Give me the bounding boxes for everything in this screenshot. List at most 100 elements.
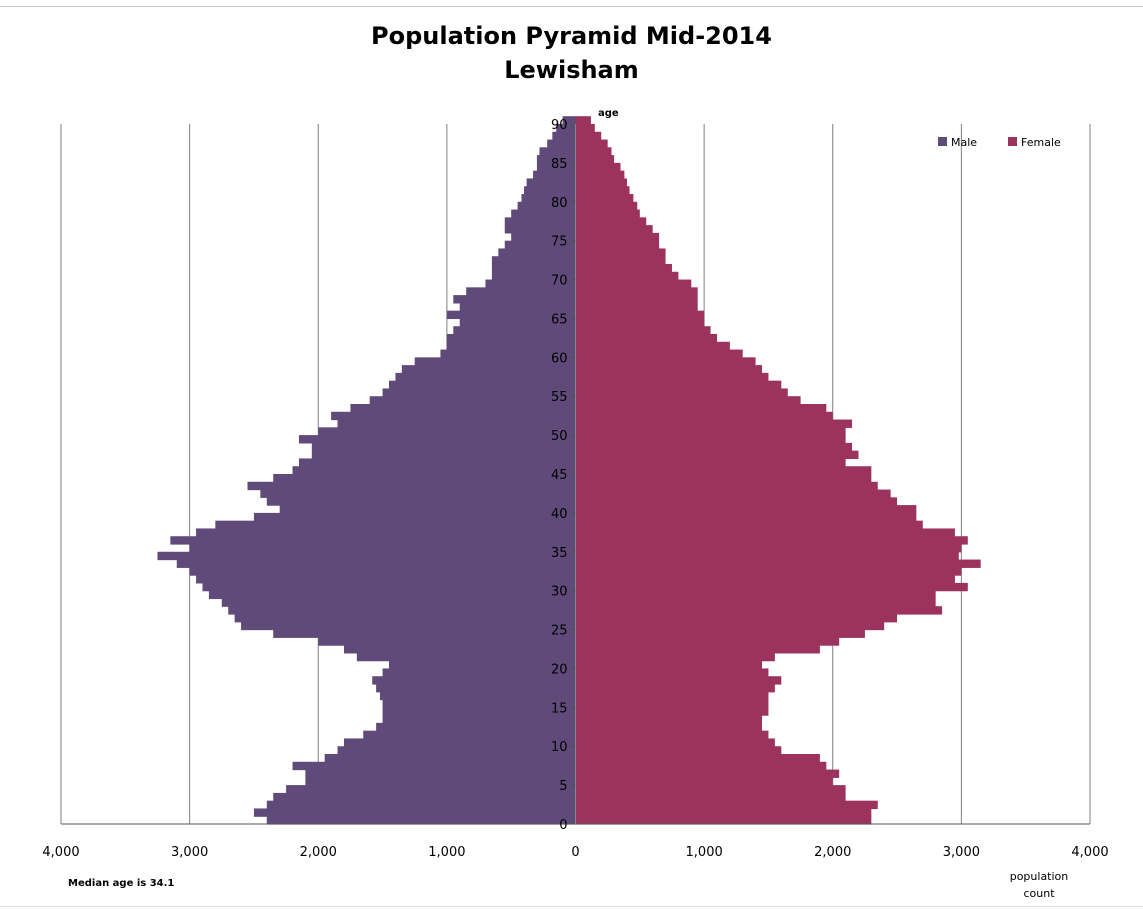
male-bar: [382, 707, 576, 716]
female-bar: [575, 676, 782, 685]
male-bar: [279, 505, 576, 514]
female-bar: [575, 474, 872, 483]
female-bar: [575, 170, 625, 180]
female-bar: [575, 754, 820, 763]
male-bar: [292, 466, 576, 475]
male-bar: [311, 450, 576, 460]
male-bar: [215, 520, 576, 530]
male-bar: [234, 614, 576, 623]
female-bar: [575, 816, 872, 825]
male-bar: [337, 419, 576, 428]
female-bar: [575, 334, 717, 343]
female-bar: [575, 637, 840, 646]
y-tick-label: 35: [551, 546, 568, 561]
female-bar: [575, 738, 775, 747]
male-bar: [189, 544, 576, 553]
female-bar: [575, 162, 621, 172]
male-bar: [547, 139, 576, 148]
female-bar: [575, 536, 968, 545]
female-bar: [575, 194, 634, 203]
male-bar: [343, 738, 576, 747]
male-bar: [273, 629, 576, 638]
female-bar: [575, 497, 898, 506]
male-bar: [337, 746, 576, 755]
female-bar: [575, 186, 630, 195]
y-tick-label: 10: [551, 740, 568, 755]
female-bar: [575, 201, 638, 211]
female-bar: [575, 279, 692, 288]
y-tick-label: 55: [551, 390, 568, 405]
female-bar: [575, 365, 763, 374]
female-bar: [575, 792, 846, 802]
male-bar: [526, 178, 576, 187]
female-bar: [575, 411, 833, 421]
male-bar: [401, 365, 576, 374]
male-bar: [286, 785, 576, 794]
male-bar: [498, 248, 576, 257]
female-bar: [575, 458, 846, 467]
y-tick-label: 80: [551, 196, 568, 211]
male-bar: [552, 131, 576, 141]
male-bar: [318, 637, 576, 646]
chart-subtitle: Lewisham: [504, 56, 639, 84]
female-bar: [575, 349, 743, 358]
y-tick-label: 30: [551, 585, 568, 600]
top-rule: [0, 6, 1143, 7]
male-bar: [382, 715, 576, 724]
female-bar: [575, 217, 647, 226]
male-bar: [266, 816, 576, 825]
male-bar: [521, 194, 576, 203]
female-bar: [575, 777, 833, 786]
x-tick-label: 1,000: [686, 845, 723, 860]
male-bar: [382, 668, 576, 677]
female-bar: [575, 372, 769, 382]
x-tick-label: 3,000: [171, 845, 208, 860]
male-bar: [253, 808, 576, 817]
female-bar: [575, 232, 660, 242]
y-tick-label: 75: [551, 235, 568, 250]
female-bar: [575, 761, 827, 771]
male-bar: [157, 551, 576, 561]
male-bar: [446, 341, 576, 351]
female-bar: [575, 769, 840, 778]
female-bar: [575, 629, 865, 638]
male-bar: [453, 295, 576, 304]
male-bar: [241, 621, 576, 631]
male-bar: [202, 582, 576, 592]
male-bar: [273, 474, 576, 483]
female-bar: [575, 746, 782, 755]
female-bar: [575, 116, 591, 125]
axes: 4,000 3,000 2,000 1,000 0 1,000 2,000 3,000 4,00…: [42, 118, 1108, 860]
y-tick-label: 15: [551, 701, 568, 716]
female-bar: [575, 715, 763, 724]
y-tick-label: 25: [551, 624, 568, 639]
female-bar: [575, 645, 820, 654]
female-bar: [575, 256, 666, 265]
male-bar: [382, 388, 576, 397]
female-bar: [575, 808, 872, 817]
male-bar: [266, 497, 576, 506]
y-tick-label: 60: [551, 351, 568, 366]
x-tick-label: 3,000: [943, 845, 980, 860]
legend: Male Female: [938, 136, 1061, 149]
male-bar: [305, 769, 576, 778]
female-bar: [575, 598, 936, 607]
male-bar: [536, 162, 576, 172]
male-bar: [266, 800, 576, 810]
male-bar: [446, 310, 576, 320]
female-bar: [575, 544, 962, 553]
female-bar: [575, 155, 615, 164]
female-bar: [575, 551, 959, 561]
female-bar: [575, 505, 917, 514]
female-bars-group: [575, 116, 981, 825]
female-bar: [575, 271, 679, 281]
female-bar: [575, 582, 968, 592]
y-tick-label: 0: [559, 818, 567, 833]
female-bar: [575, 225, 653, 234]
male-bar: [343, 645, 576, 654]
male-bar: [466, 287, 576, 296]
female-bar: [575, 310, 705, 320]
male-bar: [504, 240, 576, 250]
male-bar: [331, 411, 576, 421]
female-bar: [575, 481, 878, 491]
